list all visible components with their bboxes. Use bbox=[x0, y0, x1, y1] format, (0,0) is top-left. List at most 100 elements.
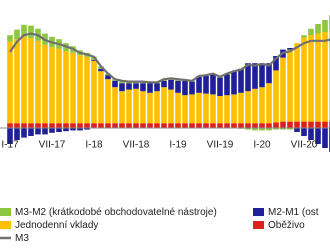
bar-segment bbox=[315, 24, 321, 34]
bar-segment bbox=[28, 25, 34, 39]
x-tick-label: VII-19 bbox=[207, 140, 234, 151]
legend-label: M2-M1 (ost bbox=[268, 207, 319, 218]
bar-segment bbox=[119, 123, 125, 128]
x-tick-label: I-19 bbox=[169, 140, 187, 151]
bar-segment bbox=[49, 128, 55, 133]
bar-segment bbox=[273, 70, 279, 123]
bar-segment bbox=[147, 83, 153, 93]
bar-segment bbox=[56, 48, 62, 124]
bar-segment bbox=[322, 20, 328, 32]
bar-segment bbox=[14, 123, 20, 128]
x-tick-label: VII-18 bbox=[123, 140, 150, 151]
legend-swatch bbox=[0, 221, 11, 229]
bar-segment bbox=[112, 80, 118, 88]
bar-segment bbox=[182, 123, 188, 128]
bar-segment bbox=[91, 60, 97, 61]
bar-segment bbox=[308, 128, 314, 140]
bar-segment bbox=[294, 121, 300, 128]
bar-segment bbox=[119, 80, 125, 84]
x-tick-label: I-17 bbox=[1, 140, 19, 151]
legend-swatch bbox=[0, 208, 11, 216]
bar-segment bbox=[252, 123, 258, 128]
bar-segment bbox=[217, 96, 223, 124]
bar-segment bbox=[301, 128, 307, 136]
bar-segment bbox=[273, 56, 279, 71]
bar-segment bbox=[301, 121, 307, 128]
bar-segment bbox=[273, 128, 279, 130]
bar-segment bbox=[105, 75, 111, 80]
bar-segment bbox=[287, 121, 293, 128]
bar-segment bbox=[140, 123, 146, 128]
bar-segment bbox=[168, 123, 174, 128]
bar-segment bbox=[42, 44, 48, 124]
bar-segment bbox=[238, 92, 244, 124]
bar-segment bbox=[35, 128, 41, 135]
bar-segment bbox=[231, 72, 237, 95]
bar-segment bbox=[21, 128, 27, 138]
bar-segment bbox=[210, 123, 216, 128]
bar-segment bbox=[161, 123, 167, 128]
line-series bbox=[9, 32, 330, 84]
bar-segment bbox=[7, 35, 13, 42]
bar-segment bbox=[294, 128, 300, 132]
legend-label: M3 bbox=[15, 233, 29, 244]
bar-segment bbox=[56, 123, 62, 128]
bar-segment bbox=[112, 87, 118, 124]
bar-segment bbox=[161, 80, 167, 88]
bar-segment bbox=[133, 123, 139, 128]
bar-segment bbox=[273, 122, 279, 128]
legend-swatch bbox=[253, 221, 264, 229]
bar-segment bbox=[238, 123, 244, 128]
bar-segment bbox=[301, 37, 307, 122]
bar-segment bbox=[175, 123, 181, 128]
bar-segment bbox=[133, 88, 139, 124]
bar-segment bbox=[98, 71, 104, 124]
bar-segment bbox=[21, 36, 27, 124]
bar-segment bbox=[210, 94, 216, 124]
bar-segment bbox=[14, 39, 20, 124]
bar-segment bbox=[112, 123, 118, 128]
bar-segment bbox=[161, 87, 167, 124]
bar-segment bbox=[196, 92, 202, 124]
bar-segment bbox=[245, 63, 251, 92]
bar-segment bbox=[189, 123, 195, 128]
bar-segment bbox=[210, 74, 216, 95]
legend-label: Oběživo bbox=[268, 220, 305, 231]
bar-segment bbox=[126, 83, 132, 90]
bar-segment bbox=[70, 123, 76, 128]
bar-segment bbox=[294, 43, 300, 122]
bar-segment bbox=[224, 123, 230, 128]
bar-segment bbox=[322, 128, 328, 148]
bar-segment bbox=[28, 123, 34, 128]
bar-segment bbox=[21, 24, 27, 37]
bar-segment bbox=[252, 88, 258, 124]
legend-swatch bbox=[253, 208, 264, 216]
bar-segment bbox=[196, 123, 202, 128]
bar-segment bbox=[266, 123, 272, 128]
bar-segment bbox=[105, 79, 111, 124]
bar-segment bbox=[231, 123, 237, 128]
x-tick-label: I-18 bbox=[85, 140, 103, 151]
bar-segment bbox=[84, 128, 90, 130]
bar-segment bbox=[7, 41, 13, 124]
bar-segment bbox=[126, 89, 132, 124]
bar-segment bbox=[175, 80, 181, 93]
x-tick-label: I-20 bbox=[253, 140, 271, 151]
bar-segment bbox=[154, 91, 160, 124]
bar-segment bbox=[308, 35, 314, 122]
bar-segment bbox=[147, 123, 153, 128]
bar-segment bbox=[35, 123, 41, 128]
bar-segment bbox=[147, 92, 153, 124]
bar-segment bbox=[315, 128, 321, 144]
bar-segment bbox=[315, 33, 321, 122]
bar-segment bbox=[259, 87, 265, 124]
bar-segment bbox=[63, 128, 69, 132]
bar-segment bbox=[7, 123, 13, 128]
x-tick-label: VII-17 bbox=[39, 140, 66, 151]
bar-segment bbox=[259, 63, 265, 88]
bar-segment bbox=[119, 83, 125, 92]
bar-segment bbox=[308, 121, 314, 128]
bar-segment bbox=[322, 32, 328, 122]
bar-segment bbox=[63, 51, 69, 124]
bar-segment bbox=[238, 68, 244, 93]
